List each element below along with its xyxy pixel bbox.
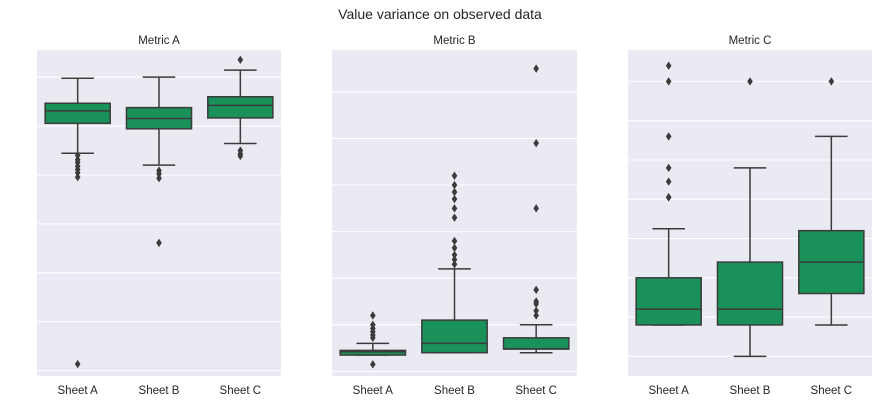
- box-iqr: [421, 319, 488, 354]
- box-iqr: [44, 102, 111, 125]
- outlier-point: [533, 204, 539, 213]
- outlier-point: [533, 306, 539, 315]
- outlier-point: [533, 311, 539, 320]
- x-tick-label: Sheet A: [58, 385, 99, 397]
- panel-1: Metric A Sheet A Sheet B Sheet C: [37, 35, 281, 397]
- outlier-point: [451, 187, 458, 197]
- outlier-point: [451, 213, 458, 222]
- figure-title: Value variance on observed data: [338, 6, 542, 22]
- outlier-point: [74, 359, 81, 369]
- x-tick-label: Sheet A: [353, 385, 394, 397]
- x-tick-label: Sheet C: [220, 385, 262, 397]
- outlier-point: [156, 238, 162, 248]
- box-sheet-a: [635, 61, 702, 326]
- outlier-point: [451, 171, 458, 180]
- outlier-point: [451, 194, 458, 204]
- x-tick-label: Sheet C: [811, 385, 853, 397]
- outlier-point: [156, 169, 162, 179]
- outlier-point: [665, 163, 672, 173]
- outlier-point: [828, 77, 835, 86]
- outlier-point: [665, 177, 672, 186]
- x-tick-label: Sheet B: [730, 385, 771, 397]
- panel-3: Metric C Sheet A Sheet B Sheet C: [628, 35, 872, 397]
- outlier-point: [237, 55, 244, 64]
- outlier-point: [665, 193, 672, 202]
- box-sheet-a: [44, 77, 111, 369]
- box-sheet-b: [716, 77, 784, 358]
- outlier-point: [533, 285, 539, 295]
- x-tick-label: Sheet C: [515, 385, 557, 397]
- outlier-point: [665, 132, 672, 141]
- outlier-point: [74, 168, 81, 177]
- panel-2: Metric B Sheet A Sheet B Sheet C: [332, 35, 577, 397]
- outlier-point: [451, 260, 458, 269]
- outlier-point: [237, 151, 244, 161]
- outlier-point: [74, 151, 81, 160]
- box-iqr: [339, 349, 407, 356]
- box-sheet-c: [502, 64, 570, 354]
- box-iqr: [716, 261, 784, 326]
- box-iqr: [207, 95, 274, 119]
- box-sheet-b: [125, 76, 193, 248]
- outlier-point: [370, 311, 376, 320]
- outlier-point: [451, 243, 458, 253]
- outlier-point: [451, 180, 458, 190]
- outlier-point: [74, 172, 81, 182]
- x-tick-label: Sheet A: [649, 385, 690, 397]
- box-sheet-b: [421, 171, 488, 354]
- box-iqr: [502, 337, 570, 350]
- outlier-point: [665, 61, 672, 70]
- box-sheet-c: [798, 77, 865, 326]
- box-sheet-c: [207, 55, 274, 161]
- outlier-point: [370, 320, 376, 329]
- panel-title: Metric B: [433, 35, 476, 47]
- outlier-point: [533, 297, 539, 306]
- outlier-point: [156, 174, 162, 183]
- outlier-point: [533, 64, 539, 73]
- box-iqr: [635, 277, 702, 326]
- outlier-point: [451, 236, 458, 246]
- outlier-point: [665, 77, 672, 86]
- box-sheet-a: [339, 311, 407, 369]
- panel-title: Metric C: [729, 35, 772, 47]
- x-tick-label: Sheet B: [434, 385, 475, 397]
- x-tick-label: Sheet B: [139, 385, 180, 397]
- outlier-point: [451, 255, 458, 264]
- outlier-point: [451, 250, 458, 260]
- outlier-point: [533, 138, 539, 148]
- outlier-point: [747, 77, 753, 86]
- panel-title: Metric A: [138, 35, 180, 47]
- outlier-point: [370, 360, 376, 369]
- outlier-point: [451, 204, 458, 213]
